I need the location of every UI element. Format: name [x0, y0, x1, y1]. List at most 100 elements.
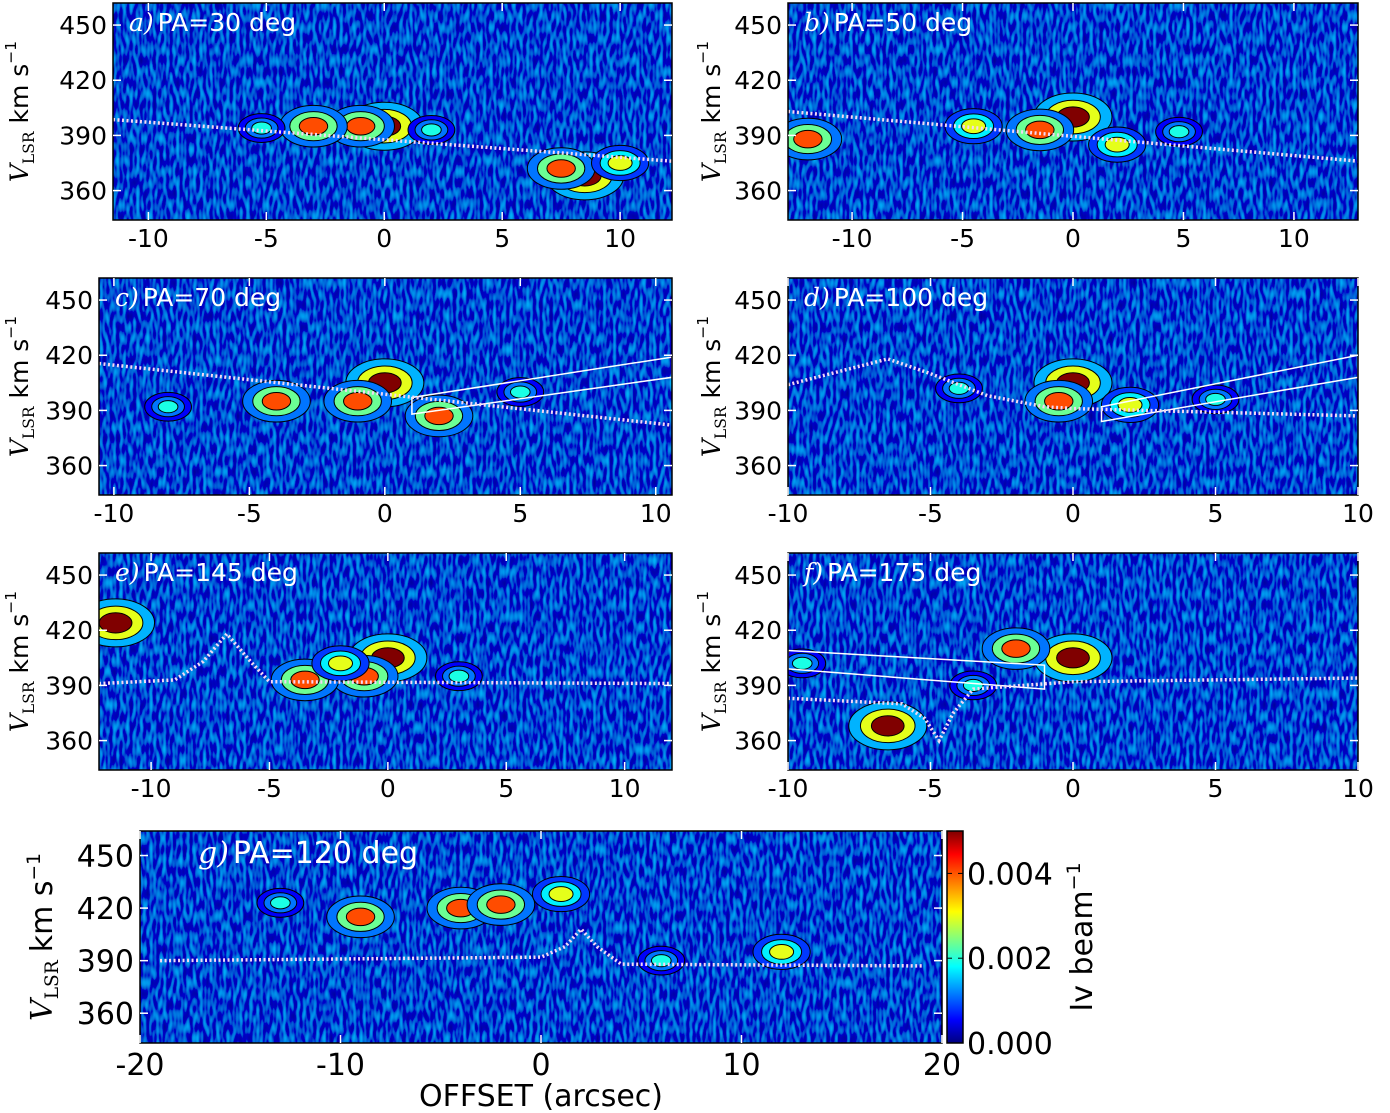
emission-clump — [637, 945, 686, 976]
emission-clump — [496, 377, 545, 407]
colorbar-tick-label: 0.002 — [967, 942, 1053, 977]
y-tick-label: 450 — [734, 11, 782, 40]
x-tick-label: 5 — [1208, 774, 1224, 803]
x-tick-label: 5 — [498, 774, 514, 803]
emission-clump — [311, 645, 370, 682]
emission-level — [769, 944, 795, 960]
model-curve — [788, 676, 1358, 745]
y-tick-label: 450 — [734, 561, 782, 590]
panel: -10 -5 0 5 10 360 390 420 450 a) PA=30 deg VLSR km s… — [2, 2, 673, 253]
panel-label: b) — [804, 8, 830, 37]
emission-level — [962, 678, 984, 692]
y-tick-label: 360 — [734, 452, 782, 481]
y-tick-label: 390 — [734, 121, 782, 150]
emission-clump — [1033, 633, 1113, 683]
y-label-unit: km s — [5, 339, 34, 399]
x-tick-label: -10 — [832, 224, 873, 253]
y-tick-label: 390 — [45, 396, 93, 425]
emission-clump — [270, 658, 340, 702]
emission-level — [548, 886, 574, 902]
emission-clump — [466, 883, 536, 926]
x-tick-label: 10 — [609, 774, 641, 803]
panel-title-text: PA=30 deg — [158, 8, 296, 37]
panel: -10 -5 0 5 10 360 390 420 450 f) PA=175 deg VLSR km … — [694, 552, 1374, 803]
panel-title-text: PA=175 deg — [827, 558, 981, 587]
panel: -10 -5 0 5 10 360 390 420 450 b) PA=50 deg VLSR km s… — [694, 2, 1359, 253]
emission-level — [793, 129, 823, 149]
x-tick-label: 10 — [604, 224, 636, 253]
plot-area — [788, 278, 1358, 495]
emission-clump — [788, 117, 843, 161]
panel-title: e) PA=145 deg — [115, 558, 298, 587]
emission-level — [345, 116, 376, 136]
emission-clump — [256, 887, 305, 918]
y-tick-label: 390 — [734, 671, 782, 700]
y-tick-label: 360 — [45, 727, 93, 756]
y-label-exponent: −1 — [694, 591, 712, 614]
y-label-exponent: −1 — [694, 41, 712, 64]
x-tick-label: 5 — [494, 224, 510, 253]
panel-title: a) PA=30 deg — [129, 8, 296, 37]
x-tick-label: 10 — [1342, 499, 1374, 528]
y-tick-label: 450 — [59, 11, 107, 40]
noise — [140, 831, 942, 1043]
y-tick-label: 390 — [45, 671, 93, 700]
y-axis-label: VLSR km s−1 — [694, 316, 730, 457]
y-tick-label: 360 — [77, 997, 134, 1032]
panel-label: f) — [802, 558, 823, 587]
y-tick-label: 420 — [734, 616, 782, 645]
panel-title: g) PA=120 deg — [198, 836, 418, 871]
x-tick-label: 20 — [923, 1048, 961, 1083]
plot-area — [788, 553, 1358, 770]
y-label-symbol: V — [697, 711, 726, 732]
x-tick-label: -5 — [918, 499, 943, 528]
y-label-exponent: −1 — [2, 316, 20, 339]
frame — [98, 552, 673, 771]
panel-title-text: PA=145 deg — [144, 558, 298, 587]
plot-area — [788, 3, 1358, 220]
region-box — [788, 649, 1046, 690]
emission-level — [1044, 391, 1074, 411]
panel-label: c) — [115, 283, 139, 312]
y-axis-label: VLSR km s−1 — [2, 41, 38, 182]
x-tick-label: -5 — [237, 499, 262, 528]
y-label-unit: km s — [697, 339, 726, 399]
y-label-unit: km s — [25, 880, 60, 952]
model-curve — [788, 357, 1358, 418]
y-label-symbol: V — [5, 711, 34, 732]
emission-clump — [407, 114, 456, 145]
emission-clump — [752, 933, 811, 970]
model-curve — [113, 117, 672, 163]
panel-label: d) — [804, 283, 830, 312]
y-tick-label: 420 — [45, 616, 93, 645]
y-label-subscript: LSR — [20, 130, 38, 164]
x-tick-label: 5 — [1176, 224, 1192, 253]
y-tick-label: 390 — [734, 396, 782, 425]
y-tick-label: 450 — [77, 839, 134, 874]
x-tick-label: -10 — [131, 774, 172, 803]
emission-clump — [435, 661, 483, 692]
colorbar — [946, 830, 964, 1044]
emission-level — [157, 400, 179, 414]
colorbar-tick-label: 0.000 — [967, 1027, 1053, 1062]
y-label-exponent: −1 — [2, 591, 20, 614]
emission-clump — [99, 598, 156, 648]
x-tick-label: 0 — [531, 1048, 550, 1083]
x-tick-label: -10 — [768, 774, 809, 803]
panel: -10 -5 0 5 10 360 390 420 450 d) PA=100 deg VLSR km … — [694, 277, 1374, 528]
emission-clump — [326, 895, 395, 939]
x-tick-label: 10 — [1278, 224, 1310, 253]
x-tick-label: 5 — [1208, 499, 1224, 528]
emission-level — [328, 655, 354, 672]
emission-clump — [1005, 108, 1075, 152]
y-label-exponent: −1 — [694, 316, 712, 339]
panel-label: g) — [198, 836, 229, 871]
emission-level — [486, 895, 516, 914]
panel-label: e) — [115, 558, 140, 587]
y-label-subscript: LSR — [42, 959, 63, 999]
x-tick-label: -20 — [116, 1048, 165, 1083]
y-tick-label: 420 — [59, 66, 107, 95]
x-tick-label: 0 — [1065, 774, 1081, 803]
model-curve — [99, 361, 672, 427]
